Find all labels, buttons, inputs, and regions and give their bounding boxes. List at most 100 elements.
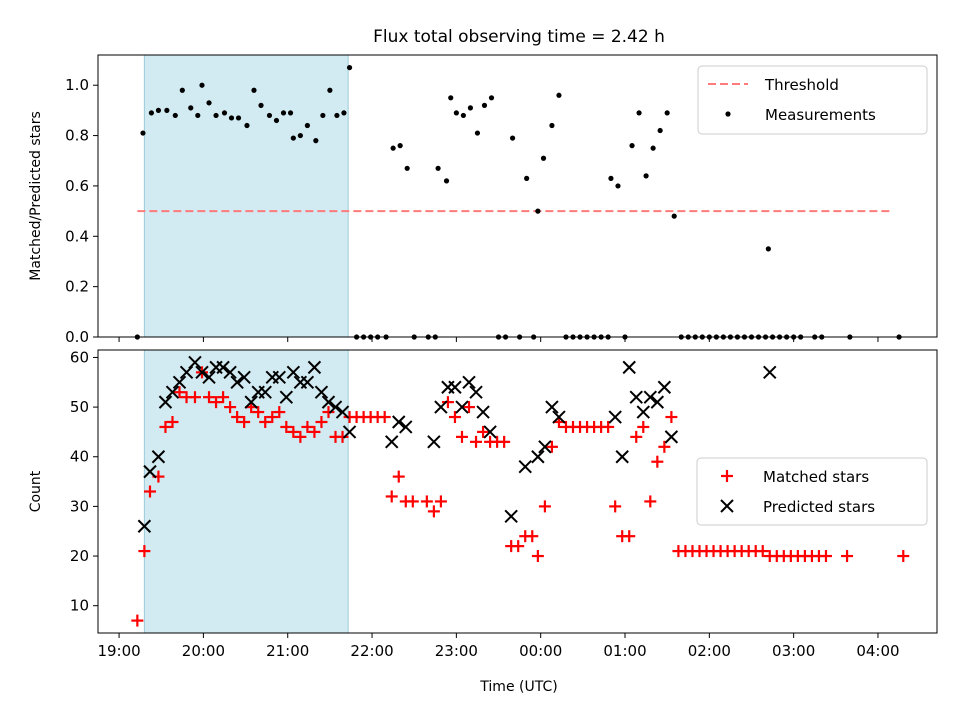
y-tick-label: 10 <box>70 597 89 615</box>
matched-star-point <box>538 500 551 513</box>
matched-star-point <box>427 505 440 518</box>
predicted-star-point <box>399 420 413 434</box>
measurement-point <box>221 110 228 116</box>
predicted-star-point <box>483 425 497 439</box>
chart-title: Flux total observing time = 2.42 h <box>373 27 665 47</box>
ratio-legend: Threshold Measurements <box>697 65 928 135</box>
measurement-point <box>188 105 194 111</box>
matched-star-point <box>756 545 769 558</box>
matched-star-point <box>602 420 615 433</box>
predicted-star-point <box>531 450 545 464</box>
ratio-legend-box <box>697 65 928 135</box>
measurement-point <box>650 145 656 151</box>
predicted-star-point <box>650 395 665 409</box>
measurement-point <box>397 143 403 149</box>
predicted-star-point <box>158 395 173 409</box>
predicted-star-point <box>151 450 166 464</box>
predicted-star-point <box>476 405 490 419</box>
matched-star-point <box>294 430 307 443</box>
predicted-star-point <box>172 375 187 389</box>
y-tick-label: 1.0 <box>65 76 89 94</box>
measurement-point <box>448 95 454 101</box>
predicted-star-point <box>300 375 315 389</box>
predicted-star-point <box>608 410 622 424</box>
matched-star-point <box>217 391 230 404</box>
predicted-star-point <box>328 400 343 414</box>
predicted-star-point <box>258 385 272 399</box>
predicted-star-point <box>552 410 566 424</box>
x-tick-label: 04:00 <box>856 642 899 660</box>
matched-star-point <box>131 614 144 627</box>
x-tick-label: 20:00 <box>182 642 225 660</box>
count-y-ticks: 10 20 30 40 50 60 <box>70 348 98 615</box>
predicted-star-point <box>462 375 476 389</box>
predicted-star-point <box>202 370 216 385</box>
measurement-point <box>334 112 340 119</box>
matched-star-point <box>623 530 636 543</box>
measurement-point <box>664 110 670 116</box>
measurement-point <box>481 102 488 108</box>
predicted-star-point <box>636 405 650 419</box>
matched-star-point <box>526 530 539 543</box>
measurement-point <box>615 183 621 189</box>
measurement-point <box>266 112 273 119</box>
y-tick-label: 0.4 <box>65 227 89 245</box>
matched-star-point <box>273 406 286 419</box>
measurement-point <box>297 132 303 139</box>
y-tick-label: 0.6 <box>65 177 89 195</box>
predicted-star-point <box>286 365 301 380</box>
y-tick-label: 30 <box>70 497 89 515</box>
predicted-star-point <box>272 370 286 385</box>
x-tick-label: 22:00 <box>350 642 393 660</box>
matched-star-point <box>203 391 216 404</box>
measurement-point <box>643 173 649 179</box>
legend-predicted-swatch <box>720 499 734 513</box>
predicted-star-point <box>392 415 406 429</box>
x-axis-label: Time (UTC) <box>479 679 557 695</box>
predicted-star-point <box>469 385 483 399</box>
measurement-point <box>341 110 347 116</box>
measurement-point <box>535 208 541 214</box>
matched-star-point <box>609 500 622 513</box>
measurement-point <box>228 115 235 121</box>
matched-star-point <box>336 430 349 443</box>
predicted-star-point <box>143 464 157 479</box>
predicted-star-point <box>137 519 152 533</box>
measurement-point <box>213 112 219 119</box>
matched-star-point <box>434 495 447 508</box>
measurement-point <box>172 112 178 119</box>
matched-star-point <box>266 411 279 424</box>
y-tick-label: 50 <box>70 398 89 416</box>
x-tick-label: 19:00 <box>97 642 140 660</box>
measurement-point <box>556 92 562 98</box>
matched-star-point <box>308 425 321 438</box>
matched-star-point <box>406 495 419 508</box>
matched-star-point <box>644 495 657 508</box>
count-y-axis-label: Count <box>28 470 44 512</box>
measurement-point <box>199 82 205 88</box>
matched-star-point <box>448 411 461 424</box>
matched-star-point <box>545 440 558 453</box>
matched-star-point <box>173 386 186 399</box>
x-tick-label: 00:00 <box>519 642 562 660</box>
ratio-axes-frame <box>97 54 938 338</box>
y-tick-label: 60 <box>70 348 89 366</box>
measurement-point <box>290 135 296 141</box>
measurement-point <box>304 122 310 129</box>
matched-star-point <box>315 415 328 428</box>
ratio-y-axis-label: Matched/Predicted stars <box>28 111 44 281</box>
matched-star-point <box>322 406 335 419</box>
measurement-point <box>258 102 264 108</box>
predicted-star-point <box>434 400 448 414</box>
predicted-star-point <box>657 380 672 394</box>
legend-measurements-label: Measurements <box>765 106 876 124</box>
measurement-point <box>235 115 242 121</box>
matched-star-point <box>630 430 643 443</box>
count-panel: 19:00 20:00 21:00 22:00 23:00 00:00 01:00 02:00… <box>28 348 938 660</box>
measurement-point <box>636 110 642 116</box>
matched-star-point <box>477 425 490 438</box>
matched-star-point <box>455 430 468 443</box>
measurement-point <box>320 112 326 119</box>
predicted-star-point <box>279 390 294 404</box>
measurement-point <box>244 122 250 129</box>
